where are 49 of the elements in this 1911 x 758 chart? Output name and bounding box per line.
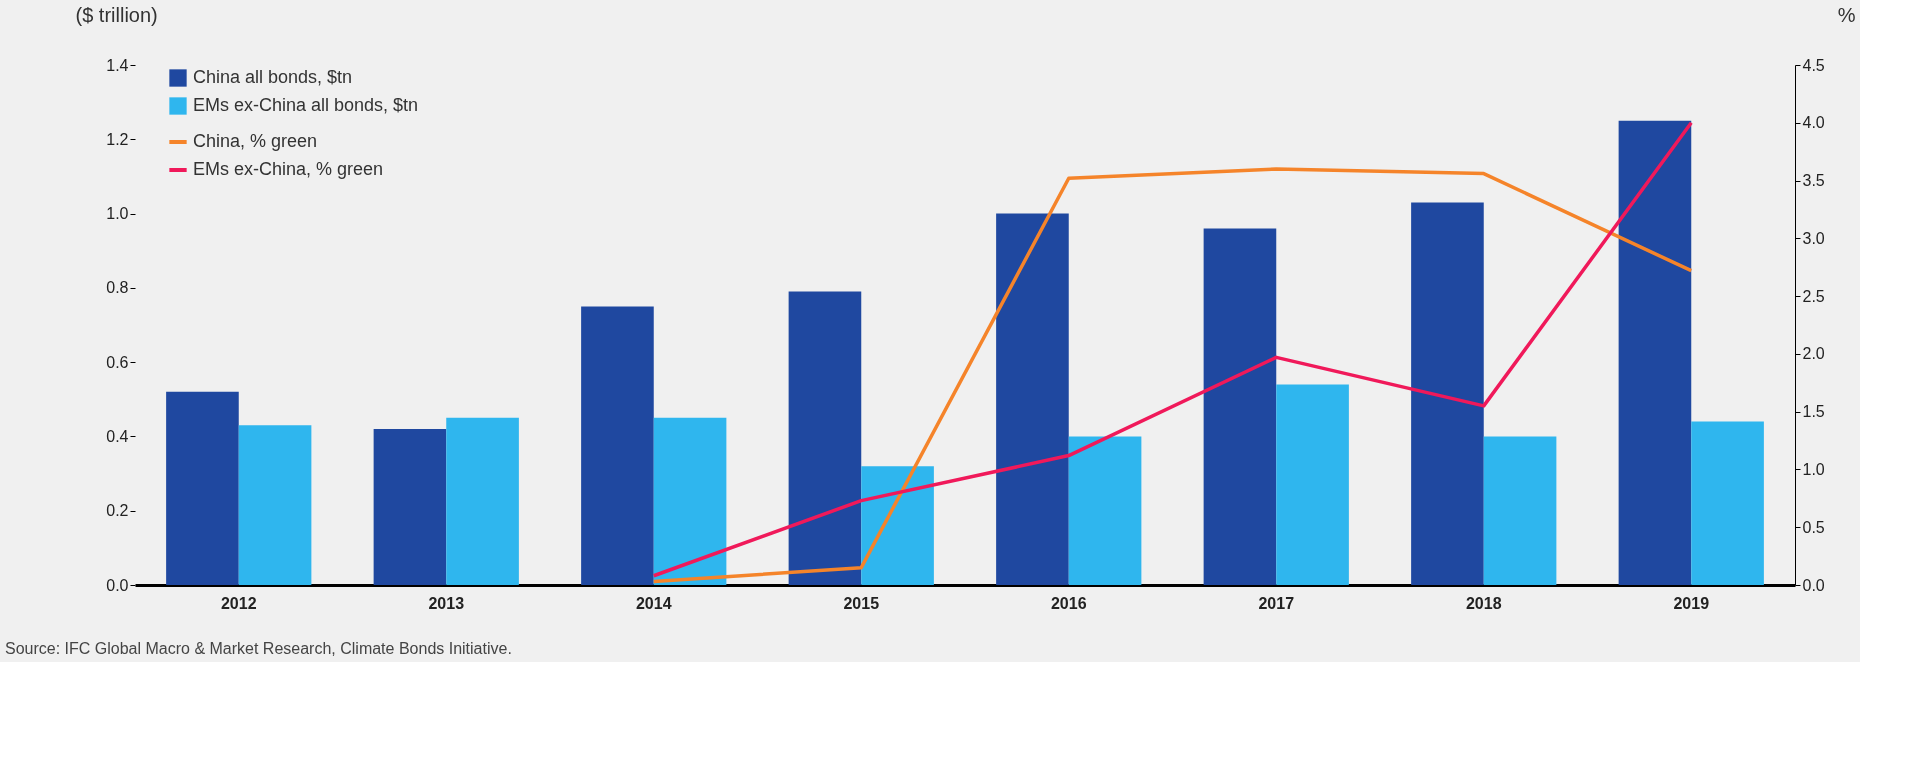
bar — [1618, 120, 1692, 585]
bar — [166, 391, 239, 585]
y2-tick-label: 1.0 — [1802, 460, 1825, 478]
bar — [788, 291, 862, 585]
y-axis-title: ($ trillion) — [75, 3, 158, 26]
y2-tick-label: 4.0 — [1802, 114, 1825, 132]
y2-tick-label: 1.5 — [1802, 403, 1825, 421]
x-tick-label: 2013 — [428, 594, 465, 612]
y2-tick-label: 4.5 — [1802, 56, 1825, 74]
bar — [1203, 228, 1277, 585]
y2-axis-title: % — [1837, 3, 1856, 26]
bar — [1691, 421, 1764, 585]
bar — [1483, 436, 1557, 585]
y-tick-label: 1.4 — [106, 56, 129, 74]
y-tick-label: 1.2 — [106, 130, 129, 148]
y-tick-label: 0.6 — [106, 353, 129, 371]
x-tick-label: 2015 — [843, 594, 880, 612]
y2-tick-label: 0.5 — [1802, 518, 1825, 536]
y-tick-label: 0.2 — [106, 502, 129, 520]
legend-label: EMs ex-China, % green — [193, 159, 384, 179]
x-tick-label: 2018 — [1465, 594, 1502, 612]
source-note: Source: IFC Global Macro & Market Research, Climate Bonds Initiative. — [5, 640, 512, 657]
bar — [996, 213, 1069, 585]
legend-label: EMs ex-China all bonds, $tn — [193, 95, 419, 115]
bar — [1068, 436, 1142, 585]
x-tick-label: 2014 — [635, 594, 672, 612]
y2-tick-label: 3.5 — [1802, 172, 1825, 190]
bar — [653, 417, 727, 585]
y-tick-label: 0.4 — [106, 427, 129, 445]
x-tick-label: 2017 — [1258, 594, 1295, 612]
bar — [1411, 202, 1484, 585]
bar — [581, 306, 654, 585]
x-tick-label: 2012 — [220, 594, 257, 612]
y2-tick-label: 2.5 — [1802, 287, 1825, 305]
y-tick-label: 0.8 — [106, 279, 129, 297]
legend-label: China all bonds, $tn — [193, 67, 353, 87]
bar — [1276, 384, 1349, 585]
x-tick-label: 2016 — [1050, 594, 1087, 612]
y-tick-label: 0.0 — [106, 576, 129, 594]
y2-tick-label: 2.0 — [1802, 345, 1825, 363]
x-tick-label: 2019 — [1673, 594, 1710, 612]
bar — [861, 466, 934, 585]
y2-tick-label: 3.0 — [1802, 229, 1825, 247]
legend-label: China, % green — [193, 131, 318, 151]
bar — [446, 417, 519, 585]
y-tick-label: 1.0 — [106, 205, 129, 223]
bar — [373, 429, 447, 585]
y2-tick-label: 0.0 — [1802, 576, 1825, 594]
bar — [238, 425, 312, 585]
